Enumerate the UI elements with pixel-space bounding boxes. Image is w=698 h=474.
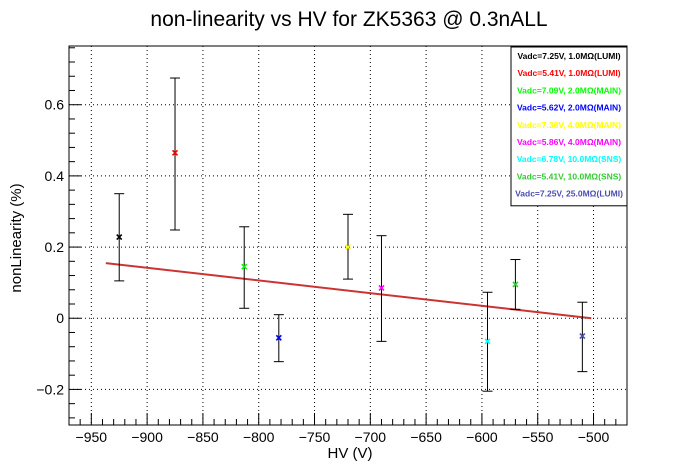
x-tick-label: −850 <box>187 429 219 445</box>
data-point-group <box>343 213 353 280</box>
data-point-marker <box>484 338 491 345</box>
data-point-group <box>170 77 181 231</box>
x-tick-label: −550 <box>522 429 554 445</box>
data-point-group <box>239 226 250 309</box>
data-point-group <box>510 259 521 310</box>
data-point-group <box>376 235 387 342</box>
data-point-marker <box>116 234 123 241</box>
legend-entry: Vadc=6.78V, 10.0MΩ(SNS) <box>517 154 622 164</box>
x-tick-label: −950 <box>76 429 108 445</box>
legend-entry: Vadc=7.25V, 25.0MΩ(LUMI) <box>515 189 623 199</box>
fit-line-layer <box>105 262 592 320</box>
x-tick-label: −700 <box>355 429 387 445</box>
x-tick-label: −900 <box>131 429 163 445</box>
legend-box <box>510 46 628 207</box>
y-tick-label: 0.6 <box>45 97 65 113</box>
x-axis-title: HV (V) <box>328 445 373 462</box>
legend-entry: Vadc=7.36V, 4.0MΩ(MAIN) <box>517 120 621 130</box>
legend: Vadc=7.25V, 1.0MΩ(LUMI) Vadc=5.41V, 1.0MΩ… <box>510 46 628 207</box>
y-tick-label: 0.4 <box>45 168 65 184</box>
y-tick-label: 0.2 <box>45 239 65 255</box>
data-points-layer <box>114 77 588 392</box>
data-point-marker <box>579 332 586 340</box>
y-axis-title: nonLinearity (%) <box>8 183 25 292</box>
y-tick-label: 0 <box>56 310 64 326</box>
data-point-group <box>482 291 493 392</box>
x-tick-label: −600 <box>466 429 498 445</box>
data-point-marker <box>378 284 385 292</box>
data-point-marker <box>171 149 179 156</box>
data-point-group <box>577 301 588 373</box>
x-tick-label: −750 <box>299 429 331 445</box>
legend-entry: Vadc=7.25V, 1.0MΩ(LUMI) <box>517 51 620 61</box>
data-point-marker <box>275 334 282 341</box>
chart-title: non-linearity vs HV for ZK5363 @ 0.3nALL <box>150 8 547 31</box>
legend-entry: Vadc=5.62V, 2.0MΩ(MAIN) <box>517 103 621 113</box>
legend-entry: Vadc=7.09V, 2.0MΩ(MAIN) <box>517 85 621 95</box>
fit-line <box>105 262 592 320</box>
data-point-group <box>114 193 125 282</box>
data-point-marker <box>344 244 352 251</box>
axes: −950 −900 −850 −800 −750 −700 −650 −600 −550 −500… <box>36 45 628 445</box>
x-tick-label: −500 <box>578 429 610 445</box>
data-point-group <box>273 314 284 363</box>
data-point-marker <box>241 263 248 270</box>
data-point-marker <box>512 281 519 288</box>
legend-entry: Vadc=5.41V, 1.0MΩ(LUMI) <box>517 68 620 78</box>
legend-entry: Vadc=5.41V, 10.0MΩ(SNS) <box>517 171 622 181</box>
y-tick-label: −0.2 <box>36 381 64 397</box>
x-tick-label: −800 <box>243 429 275 445</box>
legend-entry: Vadc=5.86V, 4.0MΩ(MAIN) <box>517 137 621 147</box>
x-tick-label: −650 <box>410 429 442 445</box>
